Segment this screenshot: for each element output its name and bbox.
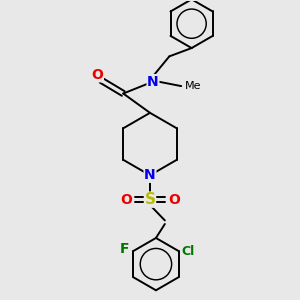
Text: N: N [147, 75, 159, 88]
Text: N: N [144, 168, 156, 182]
Text: O: O [92, 68, 103, 82]
Text: Me: Me [185, 81, 201, 91]
Text: Cl: Cl [182, 244, 195, 258]
Text: F: F [120, 242, 130, 256]
Text: O: O [168, 193, 180, 207]
Text: O: O [120, 193, 132, 207]
Text: S: S [145, 192, 155, 207]
